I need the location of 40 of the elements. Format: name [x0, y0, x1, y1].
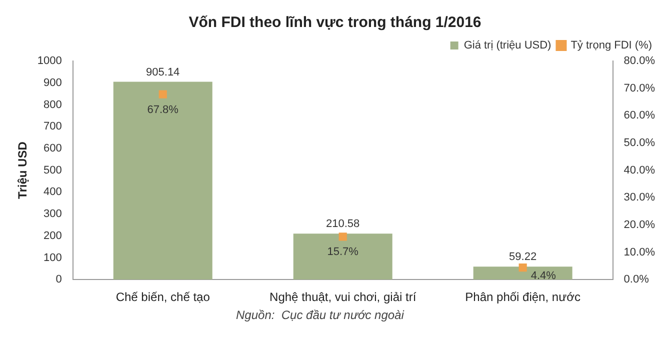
- text: Nguồn: Cục đầu tư nước ngoài: [235, 308, 406, 322]
- data-label: 15.7%: [327, 246, 359, 258]
- y2-tick-label: 30.0%: [624, 192, 656, 204]
- x-tick-label: Phân phối điện, nước: [465, 290, 580, 304]
- data-label: 905.14: [146, 66, 180, 78]
- bar: [293, 234, 392, 280]
- y-tick-label: 400: [44, 186, 62, 198]
- y-tick-label: 300: [44, 208, 62, 220]
- y-tick-label: 600: [44, 142, 62, 154]
- y-tick-label: 0: [56, 274, 62, 286]
- y-tick-label: 100: [44, 252, 62, 264]
- y-tick-label: 200: [44, 230, 62, 242]
- point: [518, 264, 527, 272]
- data-label: 4.4%: [530, 270, 556, 282]
- data-label: 67.8%: [147, 104, 179, 116]
- x-tick-label: Nghệ thuật, vui chơi, giải trí: [270, 290, 417, 304]
- point: [158, 90, 167, 98]
- y-tick-label: 900: [44, 76, 62, 89]
- y2-tick-label: 10.0%: [624, 246, 656, 258]
- y-tick-label: 1000: [37, 55, 62, 68]
- bar: [473, 266, 572, 280]
- y2-tick-label: 80.0%: [624, 55, 656, 68]
- legend-label: Tỷ trọng FDI (%): [570, 40, 652, 52]
- y-tick-label: 800: [44, 98, 62, 111]
- y2-tick-label: 20.0%: [624, 218, 656, 231]
- y2-tick-label: 40.0%: [624, 164, 656, 176]
- y2-tick-label: 50.0%: [624, 137, 656, 150]
- bar: [113, 82, 212, 280]
- y-tick-label: 700: [44, 120, 62, 133]
- y-tick-label: 500: [44, 164, 62, 176]
- y2-tick-label: 0.0%: [624, 274, 650, 286]
- y2-tick-label: 60.0%: [624, 110, 656, 122]
- chart-title: Vốn FDI theo lĩnh vực trong tháng 1/2016: [188, 14, 482, 32]
- legend-label: Giá trị (triệu USD): [464, 40, 552, 52]
- y2-tick-label: 70.0%: [624, 82, 656, 94]
- point: [338, 232, 347, 241]
- y-axis-title: Triệu USD: [16, 141, 30, 199]
- data-label: 210.58: [326, 218, 360, 230]
- data-label: 59.22: [509, 251, 537, 264]
- x-tick-label: Chế biến, chế tạo: [116, 290, 210, 304]
